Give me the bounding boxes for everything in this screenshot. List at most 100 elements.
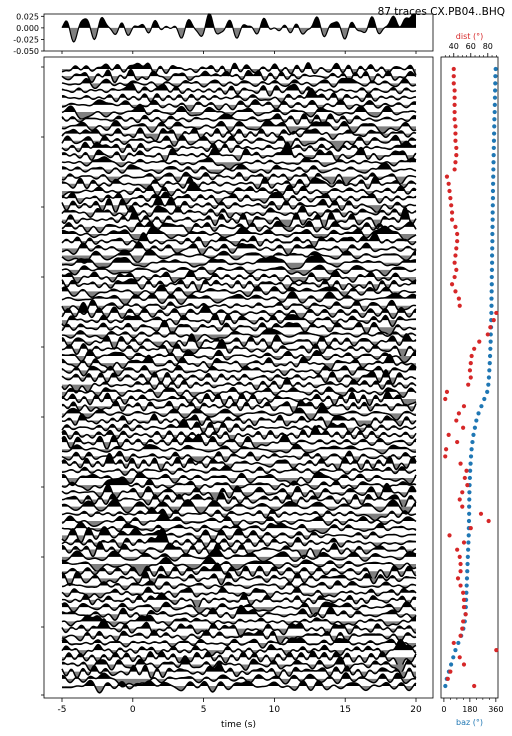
trace-14-neg-fill xyxy=(62,162,416,170)
trace-67-pos-fill xyxy=(62,528,416,543)
trace-36-pos-fill xyxy=(62,313,416,321)
dist-point xyxy=(461,662,467,667)
trace-14 xyxy=(61,156,417,171)
trace-9-pos-fill xyxy=(62,120,416,127)
baz-point xyxy=(490,203,495,208)
trace-16 xyxy=(61,171,417,186)
trace-86 xyxy=(62,672,417,688)
dist-point xyxy=(460,504,465,509)
dist-point xyxy=(452,167,457,172)
trace-80 xyxy=(61,629,417,646)
baz-point xyxy=(465,561,470,567)
baz-point xyxy=(493,74,498,79)
trace-38 xyxy=(61,328,417,343)
dist-point xyxy=(455,231,460,237)
trace-34 xyxy=(61,299,417,316)
trace-1-neg-fill xyxy=(62,69,416,76)
trace-65-pos-fill xyxy=(62,522,416,529)
trace-4-pos-fill xyxy=(62,82,416,91)
trace-7 xyxy=(61,103,417,120)
traces-panel: -5 0 5 10 15 20 time (s) xyxy=(41,56,434,730)
dist-point xyxy=(461,597,467,603)
dist-point xyxy=(444,447,449,452)
dist-point xyxy=(460,490,465,495)
baz-point xyxy=(489,296,494,301)
trace-58 xyxy=(61,471,417,487)
dist-point xyxy=(452,117,457,122)
trace-35-neg-fill xyxy=(62,312,416,319)
dist-point xyxy=(452,95,457,100)
baz-point xyxy=(489,267,495,272)
dist-point xyxy=(447,533,452,538)
baz-point xyxy=(492,124,497,129)
trace-16-pos-fill xyxy=(62,172,416,177)
trace-37 xyxy=(61,319,417,336)
dist-point xyxy=(453,253,458,258)
trace-63-pos-fill xyxy=(62,507,416,514)
trace-62-pos-fill xyxy=(62,499,416,507)
trace-8 xyxy=(61,113,417,126)
trace-23-neg-fill xyxy=(62,226,416,233)
dist-point xyxy=(454,246,459,251)
baz-point xyxy=(489,282,494,287)
trace-63-neg-fill xyxy=(62,513,416,521)
trace-3-neg-fill xyxy=(62,83,416,89)
trace-81 xyxy=(61,637,417,649)
baz-point xyxy=(490,224,495,229)
dist-point xyxy=(466,382,471,387)
baz-point xyxy=(491,160,496,165)
dist-point xyxy=(453,160,458,165)
trace-63 xyxy=(61,507,417,522)
trace-56-neg-fill xyxy=(62,463,416,471)
trace-23 xyxy=(61,220,417,234)
baz-point xyxy=(493,88,498,93)
trace-74-pos-fill xyxy=(62,587,416,593)
traces-xtick-label: 15 xyxy=(339,705,350,715)
trace-21 xyxy=(61,205,417,219)
traces-yticks xyxy=(41,66,44,696)
dist-point xyxy=(465,483,470,488)
trace-41 xyxy=(61,349,417,364)
traces-frame xyxy=(43,56,434,699)
trace-12 xyxy=(61,140,417,154)
dist-point xyxy=(472,683,477,689)
trace-47 xyxy=(61,390,417,407)
baz-point xyxy=(488,332,493,337)
baz-point xyxy=(490,246,495,251)
stack-ytick-label: 0.000 xyxy=(16,24,39,33)
dist-point xyxy=(494,310,499,316)
dist-point xyxy=(453,138,458,143)
baz-point xyxy=(466,533,471,538)
trace-66 xyxy=(61,526,417,544)
dist-point xyxy=(461,604,467,610)
trace-48-neg-fill xyxy=(62,406,416,413)
baz-point xyxy=(443,683,448,689)
baz-point xyxy=(490,231,495,237)
trace-43-pos-fill xyxy=(62,364,416,371)
baz-point xyxy=(490,196,496,201)
trace-40-pos-fill xyxy=(62,339,416,349)
trace-62-neg-fill xyxy=(62,506,416,514)
dist-point xyxy=(451,81,456,86)
trace-78-pos-fill xyxy=(62,615,416,622)
trace-27 xyxy=(61,249,417,264)
trace-81-pos-fill xyxy=(62,638,416,643)
trace-66-pos-fill xyxy=(62,526,416,536)
stack-ytick-label: -0.025 xyxy=(13,35,39,44)
trace-83 xyxy=(61,650,417,670)
stack-pos-fill xyxy=(62,14,416,28)
baz-point xyxy=(468,454,474,459)
trace-57 xyxy=(61,464,417,477)
baz-point xyxy=(490,217,495,222)
baz-point xyxy=(489,274,494,280)
stack-xticks xyxy=(61,51,417,54)
dist-point xyxy=(494,648,499,653)
baz-axis: 0 180 360 xyxy=(441,698,503,714)
trace-10-neg-fill xyxy=(62,133,416,142)
dist-point xyxy=(453,289,458,294)
trace-86-neg-fill xyxy=(62,678,416,687)
trace-68 xyxy=(61,541,417,560)
baz-point xyxy=(493,81,498,86)
stack-trace xyxy=(61,13,416,43)
baz-tick-label: 180 xyxy=(462,705,477,714)
